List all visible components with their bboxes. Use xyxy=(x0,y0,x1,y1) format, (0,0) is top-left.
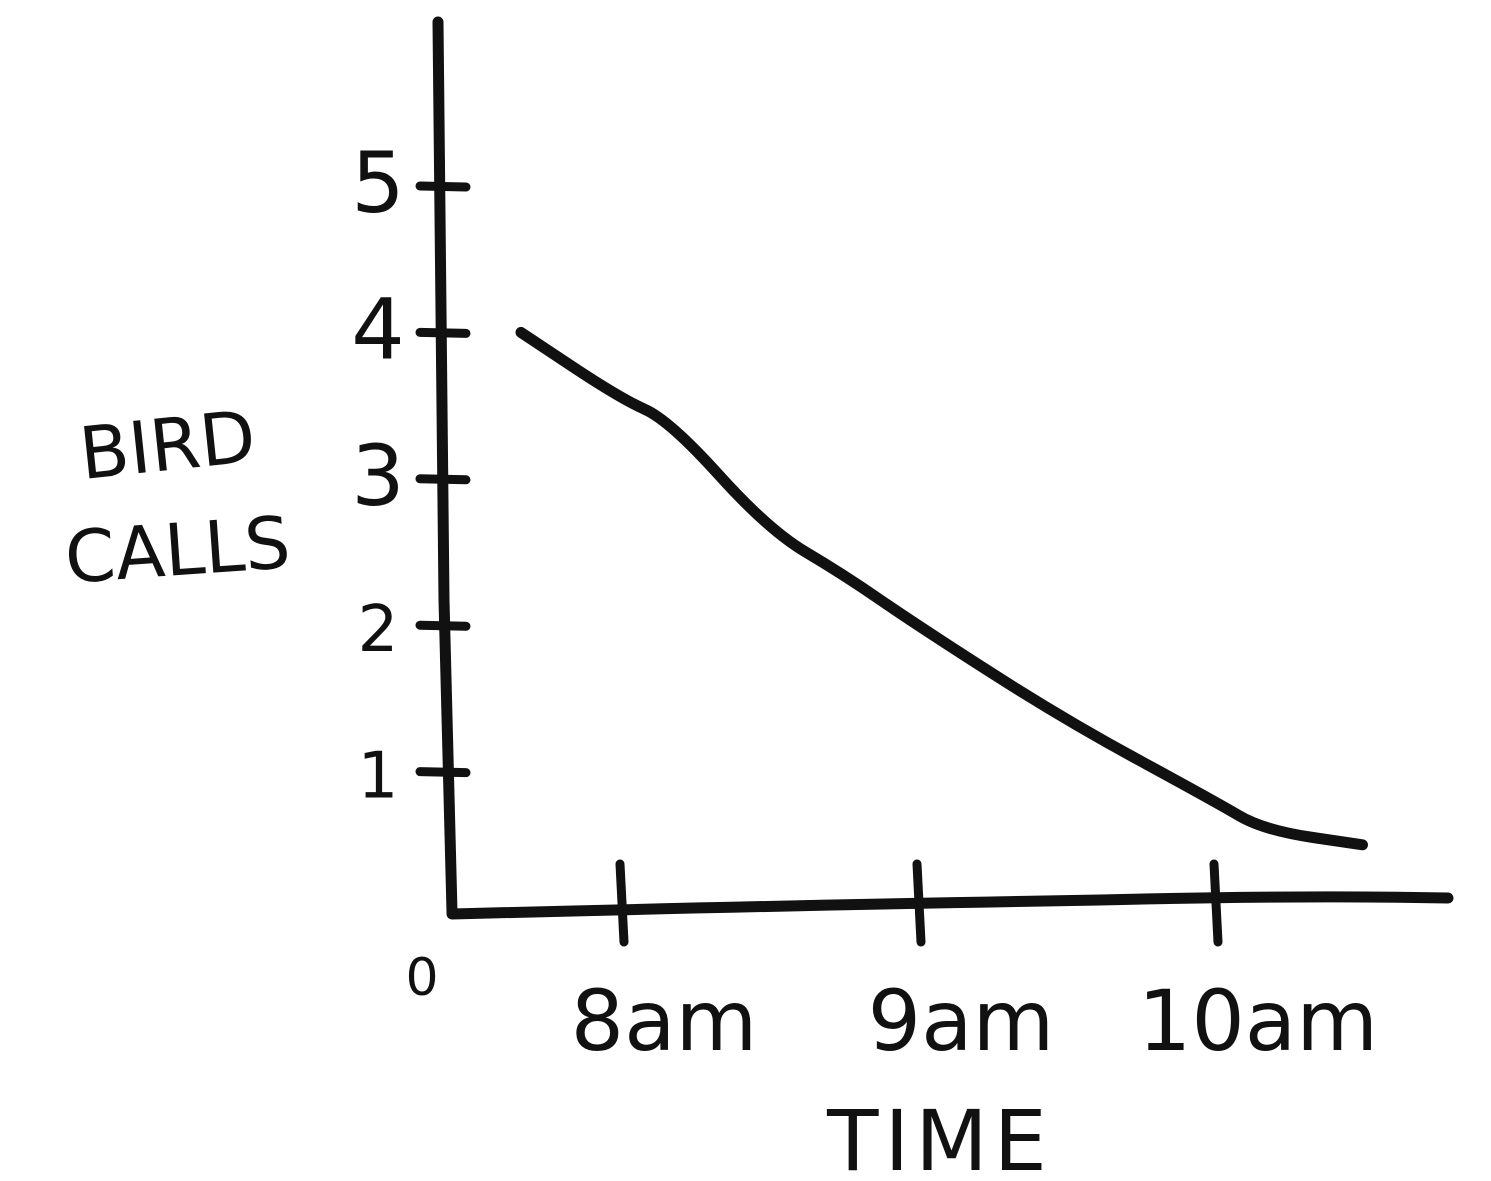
y-tick-mark xyxy=(415,620,471,631)
y-tick-label: 4 xyxy=(351,280,404,378)
y-tick-label: 3 xyxy=(351,427,404,525)
series-group xyxy=(515,326,1368,851)
x-axis-label: TIME xyxy=(826,1092,1053,1181)
y-tick-mark xyxy=(415,327,471,338)
y-tick-label: 2 xyxy=(358,593,399,667)
series-line-0 xyxy=(515,326,1368,851)
y-tick-mark xyxy=(415,767,471,778)
x-axis xyxy=(446,891,1454,920)
x-tick-label: 9am xyxy=(868,972,1055,1070)
y-tick-mark xyxy=(415,474,471,485)
y-axis-label-line1: BIRD xyxy=(76,394,260,496)
x-tick-label: 8am xyxy=(571,972,758,1070)
x-ticks: 8am 9am 10am xyxy=(571,859,1378,1070)
y-tick-label: 1 xyxy=(358,740,399,814)
y-tick-mark xyxy=(415,181,471,192)
x-tick-mark xyxy=(1209,859,1223,947)
y-axis-label-line2: CALLS xyxy=(62,500,293,600)
x-tick-mark xyxy=(912,859,926,947)
origin-label: 0 xyxy=(405,948,438,1008)
x-tick-mark xyxy=(615,859,629,947)
y-tick-label: 5 xyxy=(351,134,404,232)
y-ticks: 1 2 3 4 5 xyxy=(351,134,471,814)
y-axis xyxy=(432,16,458,918)
x-tick-label: 10am xyxy=(1138,972,1378,1070)
